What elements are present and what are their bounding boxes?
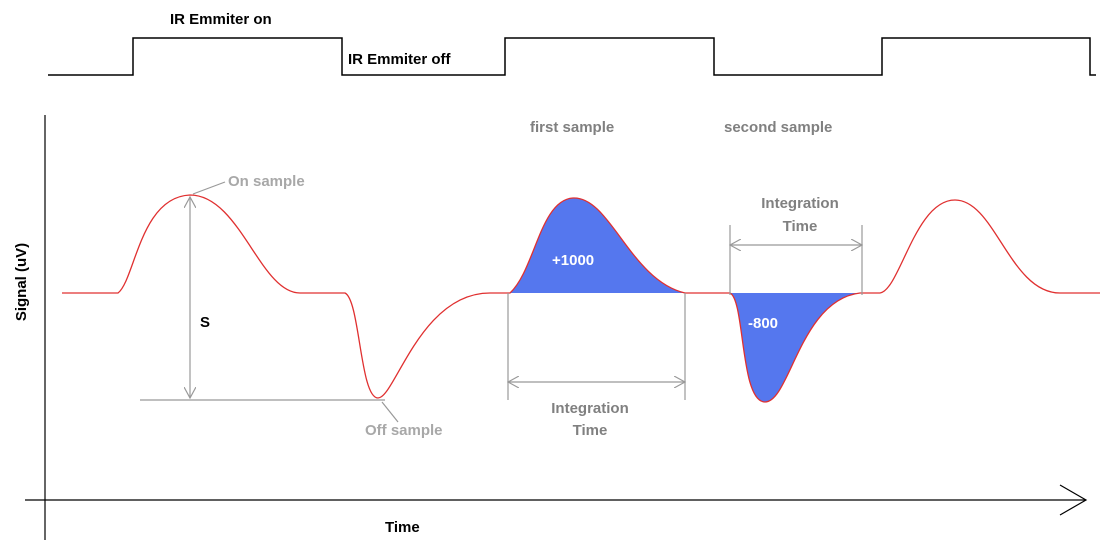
y-axis-label: Signal (uV) — [13, 243, 30, 321]
second-sample-label: second sample — [724, 119, 832, 136]
negative-area — [730, 293, 860, 402]
integration-label: Integration — [761, 195, 839, 212]
s-label: S — [200, 314, 210, 331]
emitter-wave — [48, 37, 1096, 76]
emitter-on-label: IR Emmiter on — [170, 11, 272, 28]
on-sample-pointer — [192, 181, 226, 195]
off-sample-label: Off sample — [365, 422, 443, 439]
first-sample-label: first sample — [530, 119, 614, 136]
signal-curve — [62, 194, 1100, 403]
positive-area — [510, 197, 685, 293]
integration-label: Integration — [551, 400, 629, 417]
on-sample-label: On sample — [228, 173, 305, 190]
integration-label: Time — [783, 218, 818, 235]
x-axis-label: Time — [385, 519, 420, 536]
off-sample-pointer — [381, 401, 399, 423]
integration-label: Time — [573, 422, 608, 439]
positive-area-label: +1000 — [552, 252, 594, 269]
negative-area-label: -800 — [748, 315, 778, 332]
emitter-off-label: IR Emmiter off — [348, 51, 452, 68]
x-axis-arrow — [1059, 484, 1088, 516]
